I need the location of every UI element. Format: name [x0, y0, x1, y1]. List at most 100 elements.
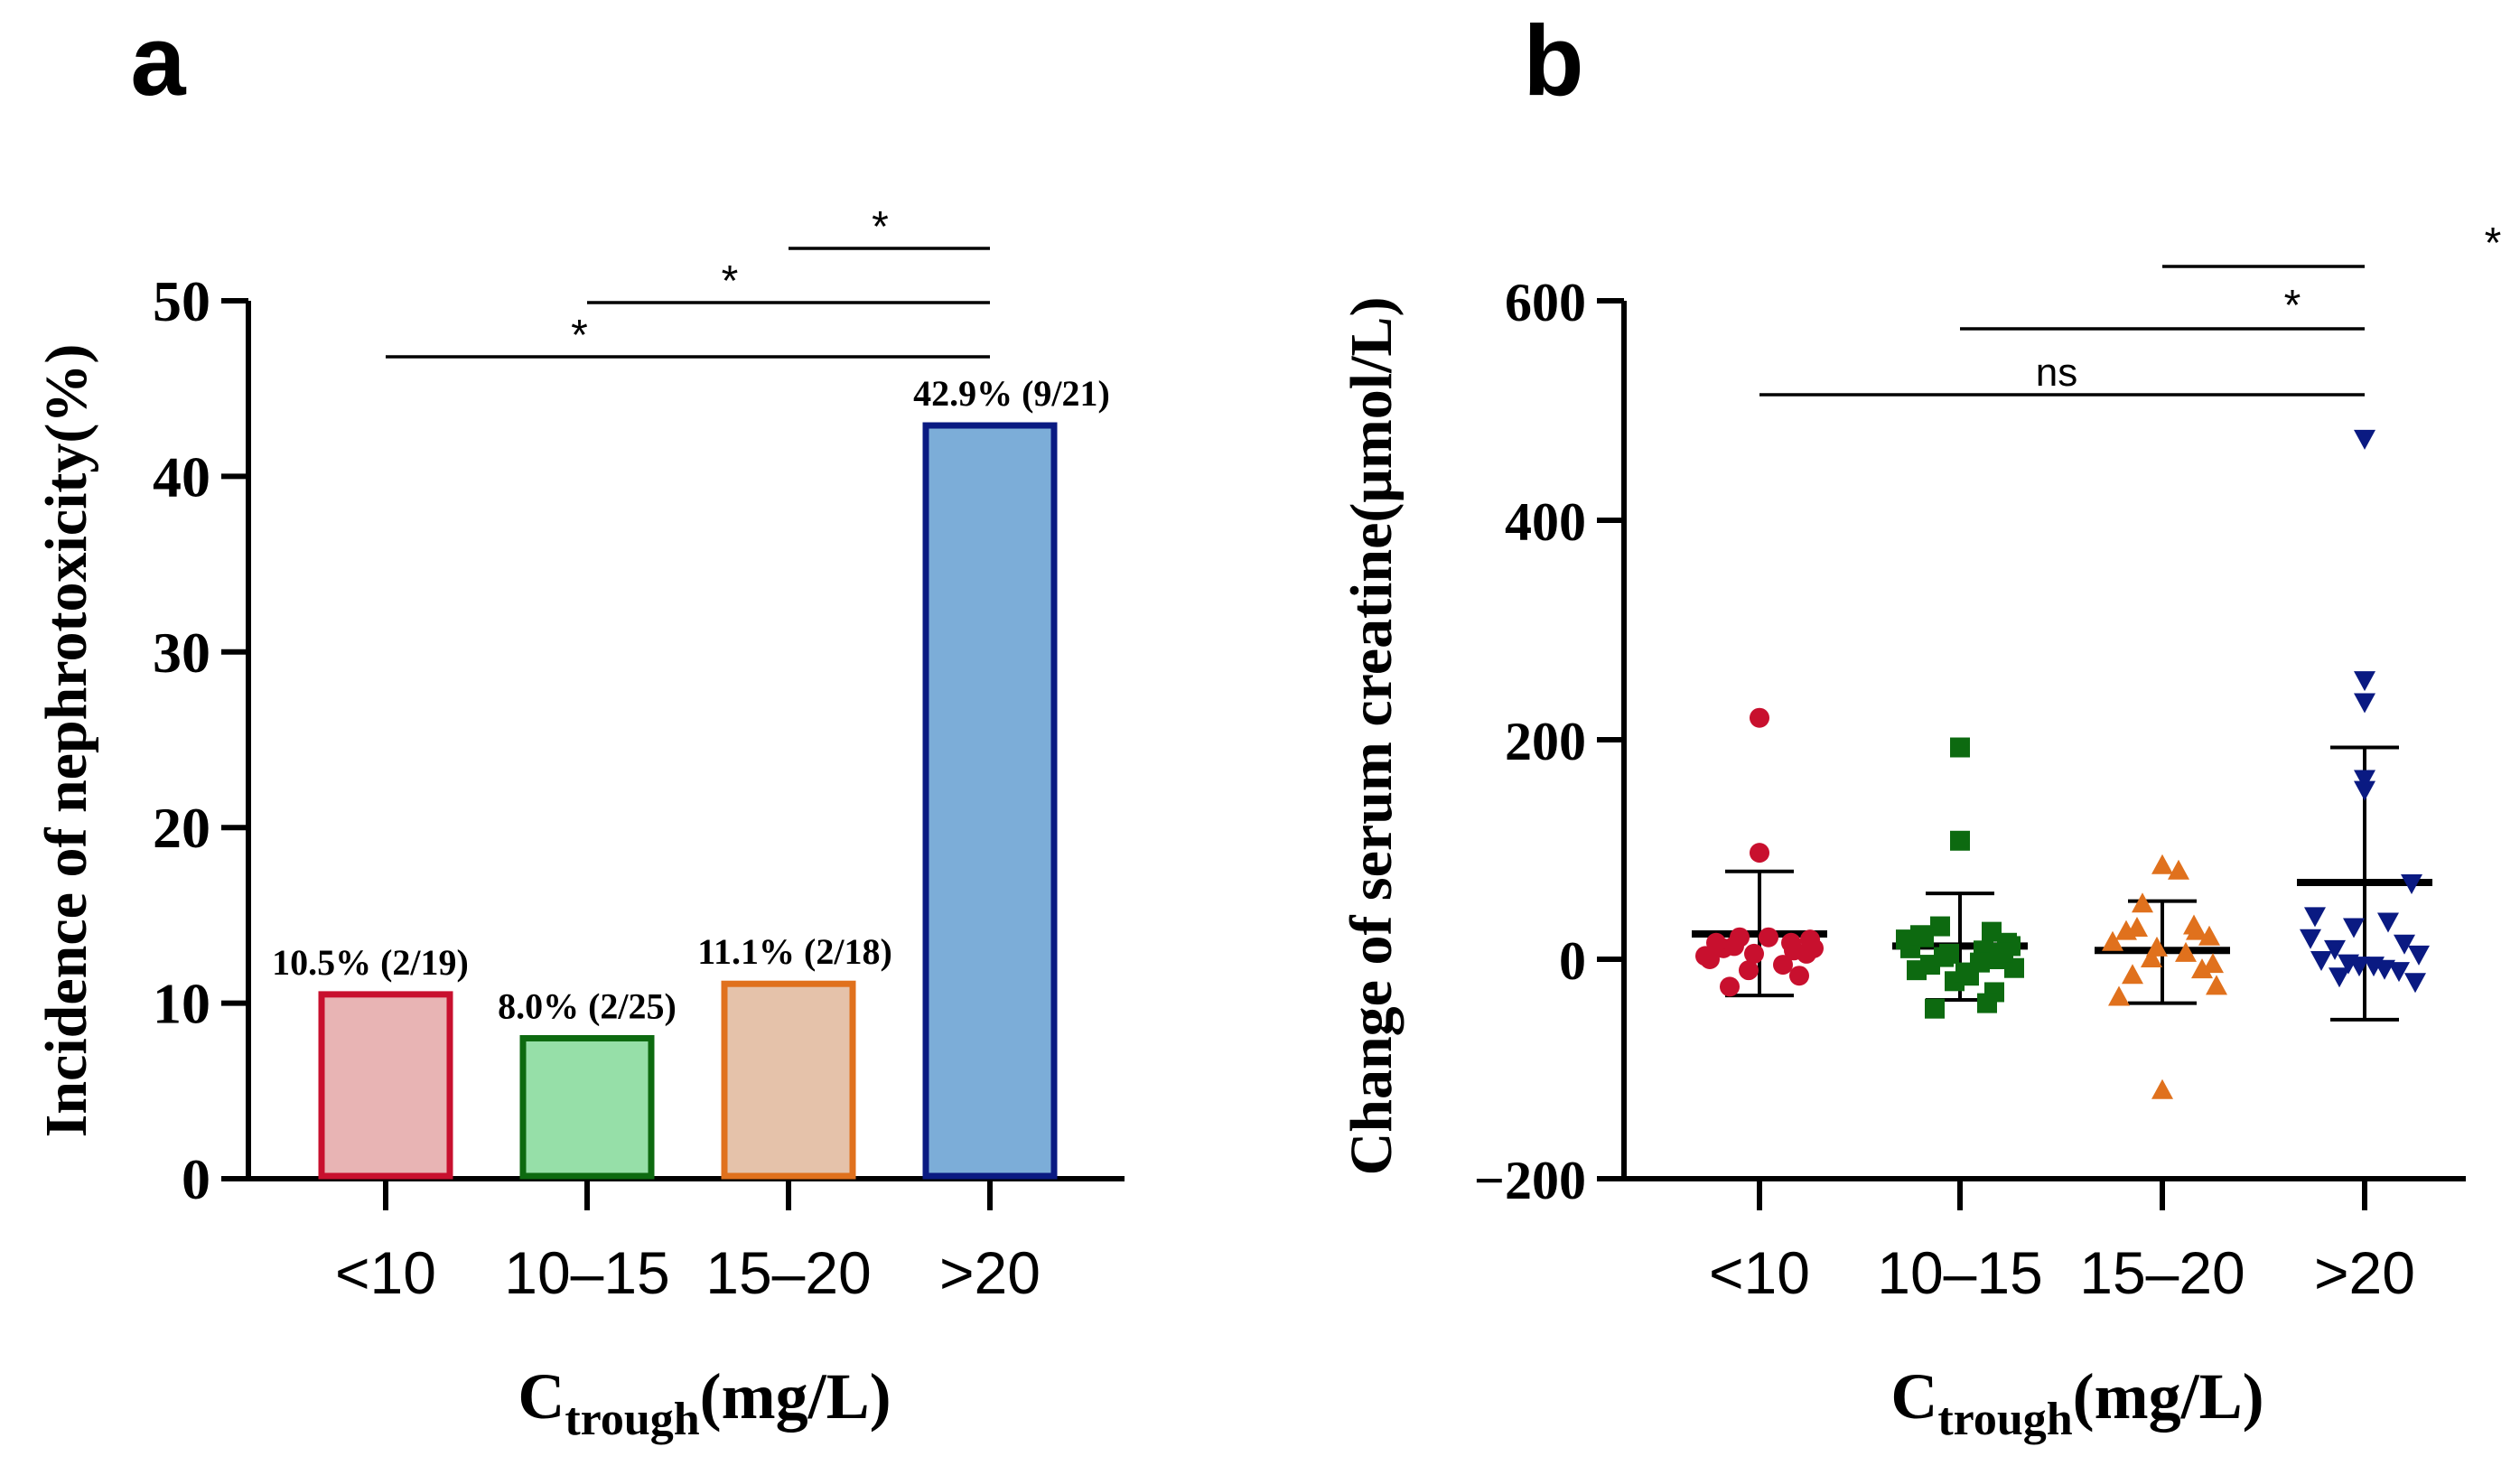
- data-point: [2343, 918, 2365, 938]
- data-point: [2388, 962, 2410, 983]
- data-point: [1925, 998, 1945, 1019]
- data-point: [2122, 964, 2143, 985]
- data-point: [1773, 955, 1793, 976]
- data-point: [1706, 932, 1726, 953]
- data-point: [2329, 967, 2350, 988]
- data-point: [1789, 966, 1809, 986]
- y-tick-label: 400: [1505, 492, 1586, 552]
- significance-marker: ns: [2036, 350, 2077, 395]
- panel-b-points: [1695, 429, 2430, 1099]
- data-point: [1993, 942, 2013, 963]
- y-tick-label: 600: [1505, 273, 1586, 332]
- y-tick-label: −200: [1474, 1151, 1586, 1210]
- x-axis-title-subscript: trough: [1937, 1394, 2072, 1445]
- data-point: [2126, 916, 2148, 937]
- panel-a-label: a: [130, 5, 186, 117]
- panel-a-comparisons: * * *: [386, 203, 990, 359]
- data-point: [1739, 960, 1759, 981]
- panel-b-y-axis-title: Change of serum creatine(μmol/L): [1339, 297, 1405, 1176]
- y-tick-label: 10: [153, 972, 210, 1036]
- data-point: [2324, 939, 2346, 960]
- significance-marker: *: [2485, 219, 2502, 267]
- panel-b-label: b: [1523, 5, 1583, 117]
- data-point: [2300, 929, 2321, 949]
- data-point: [2198, 925, 2220, 946]
- data-point: [1982, 921, 2002, 942]
- data-point: [2354, 429, 2375, 450]
- bar-1: [318, 991, 453, 1180]
- data-point: [1950, 830, 1970, 851]
- data-point: [2408, 945, 2430, 966]
- data-point: [2175, 941, 2197, 962]
- significance-marker: *: [2284, 282, 2301, 330]
- x-tick-label: >20: [939, 1239, 1041, 1306]
- data-point: [1955, 962, 1975, 983]
- x-axis-title-main: C: [1890, 1360, 1937, 1433]
- data-point: [1950, 737, 1970, 758]
- panel-b-axes: −200 0 200 400 600 <10 10–15 15–20 >20: [1474, 273, 2466, 1306]
- bar-value-label: 8.0% (2/25): [498, 985, 677, 1026]
- data-point: [1750, 843, 1769, 864]
- bar-4: [922, 422, 1058, 1180]
- data-point: [1695, 946, 1715, 966]
- significance-marker: *: [722, 257, 739, 305]
- data-point: [2310, 951, 2332, 971]
- y-tick-label: 20: [153, 796, 210, 860]
- x-axis-title-subscript: trough: [565, 1394, 699, 1445]
- panel-b-x-axis-title: Ctrough(mg/L): [1890, 1360, 2263, 1445]
- data-point: [2354, 693, 2375, 714]
- data-point: [1907, 960, 1927, 981]
- x-axis-title-main: C: [518, 1360, 565, 1433]
- data-point: [1744, 943, 1764, 964]
- data-point: [1934, 947, 1954, 967]
- panel-a-x-axis-title: Ctrough(mg/L): [518, 1360, 891, 1445]
- x-tick-label: <10: [1709, 1239, 1810, 1306]
- x-tick-label: <10: [335, 1239, 436, 1306]
- significance-marker: *: [571, 312, 588, 359]
- data-point: [1910, 925, 1930, 946]
- x-tick-label: 10–15: [1877, 1239, 2043, 1306]
- data-point: [1750, 707, 1769, 728]
- data-point: [2191, 958, 2213, 979]
- data-point: [2394, 934, 2415, 955]
- y-tick-label: 50: [153, 269, 210, 333]
- data-point: [2108, 985, 2130, 1006]
- data-point: [2404, 973, 2426, 994]
- data-point: [2168, 859, 2189, 880]
- significance-marker: *: [872, 203, 889, 251]
- data-point: [2141, 948, 2162, 967]
- x-tick-label: 15–20: [705, 1239, 872, 1306]
- data-point: [2151, 1078, 2173, 1099]
- data-point: [2004, 957, 2024, 978]
- y-tick-label: 0: [1559, 931, 1586, 991]
- data-point: [1784, 940, 1804, 961]
- y-tick-label: 40: [153, 444, 210, 509]
- data-point: [2206, 975, 2227, 995]
- bar-value-label: 11.1% (2/18): [697, 931, 892, 972]
- data-point: [2338, 954, 2359, 975]
- panel-b-comparisons: ns * *: [1759, 219, 2502, 397]
- bar-value-label: 42.9% (9/21): [913, 373, 1110, 414]
- data-point: [2354, 780, 2375, 801]
- x-axis-title-unit: (mg/L): [2073, 1360, 2264, 1433]
- x-axis-title-unit: (mg/L): [700, 1360, 891, 1433]
- data-point: [2132, 892, 2153, 913]
- y-tick-label: 0: [182, 1147, 210, 1211]
- bar-3: [721, 980, 856, 1180]
- data-point: [2146, 936, 2168, 957]
- panel-a: a Incidence of nephrotoxicity(%) 0 10 20 30…: [33, 5, 1125, 1445]
- x-tick-label: 15–20: [2079, 1239, 2245, 1306]
- x-tick-label: 10–15: [504, 1239, 670, 1306]
- data-point: [2377, 912, 2399, 933]
- data-point: [2102, 930, 2123, 951]
- data-point: [1930, 916, 1950, 937]
- data-point: [1977, 993, 1997, 1013]
- data-point: [1724, 936, 1744, 957]
- x-tick-label: >20: [2314, 1239, 2415, 1306]
- y-tick-label: 200: [1505, 712, 1586, 771]
- panel-a-bars: 10.5% (2/19) 8.0% (2/25) 11.1% (2/18) 42.9%…: [272, 373, 1110, 1180]
- data-point: [2202, 953, 2224, 974]
- data-point: [1800, 929, 1820, 950]
- data-point: [2304, 907, 2326, 928]
- bar-value-label: 10.5% (2/19): [272, 942, 469, 983]
